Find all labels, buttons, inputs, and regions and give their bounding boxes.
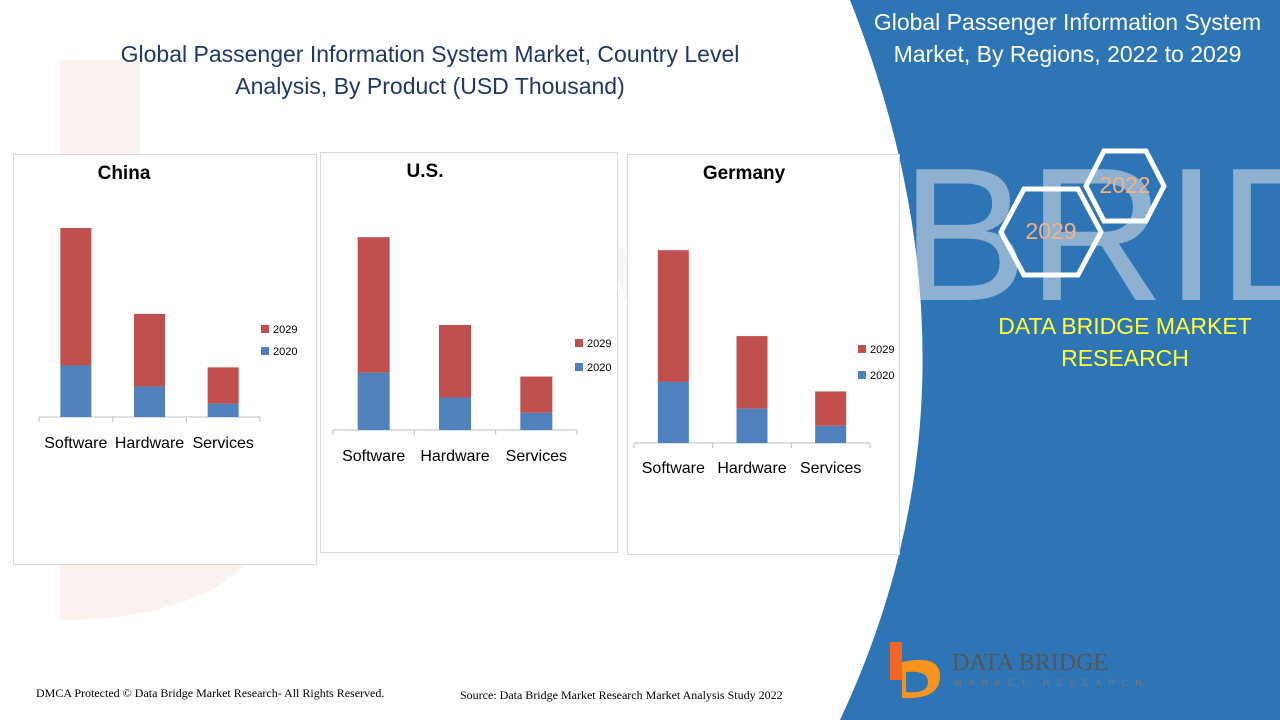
chart-us: U.S. Software Hardware Services 2029 2020 — [332, 161, 611, 465]
category-label: Services — [506, 448, 567, 465]
bar-2029-hardware — [439, 325, 471, 398]
brand-line-1: DATA BRIDGE MARKET — [998, 313, 1252, 339]
bar-2029-hardware — [134, 313, 165, 387]
legend-swatch-2029 — [261, 325, 269, 333]
legend-label-2029: 2029 — [587, 338, 611, 350]
brand-line-2: RESEARCH — [1061, 345, 1189, 371]
bar-2020-services — [520, 412, 553, 430]
copyright-text: DMCA Protected © Data Bridge Market Rese… — [36, 686, 385, 700]
legend-swatch-2029 — [858, 345, 866, 353]
source-text: Source: Data Bridge Market Research Mark… — [460, 688, 783, 702]
chart-panel-china: China Software Hardware Services 2029 2020 — [13, 154, 317, 565]
chart-germany: Germany Software Hardware Services 2029 2020 — [633, 163, 894, 477]
category-label: Hardware — [115, 435, 184, 452]
bar-2029-services — [815, 391, 847, 426]
logo-name: DATA BRIDGE — [952, 650, 1109, 676]
hex-label-2029: 2029 — [1025, 218, 1077, 244]
bar-2020-software — [60, 365, 92, 417]
chart-china: China Software Hardware Services 2029 2020 — [38, 163, 297, 452]
bar-2029-software — [60, 228, 92, 366]
chart-title: U.S. — [407, 161, 444, 182]
legend-label-2020: 2020 — [870, 370, 894, 382]
chart-panel-us: U.S. Software Hardware Services 2029 2020 — [320, 152, 618, 553]
legend-label-2020: 2020 — [587, 362, 611, 374]
bar-2029-hardware — [736, 336, 768, 409]
regions-title: Global Passenger Information System Mark… — [873, 9, 1262, 67]
legend-swatch-2029 — [575, 339, 583, 347]
legend-label-2029: 2029 — [273, 324, 297, 336]
hex-label-2022: 2022 — [1099, 172, 1151, 198]
legend-swatch-2020 — [858, 371, 866, 379]
legend-swatch-2020 — [261, 347, 269, 355]
legend-label-2029: 2029 — [870, 344, 894, 356]
category-label: Services — [800, 460, 861, 477]
bar-2020-services — [207, 403, 239, 417]
brand-name: DATA BRIDGE MARKET RESEARCH — [975, 310, 1275, 374]
bar-2020-software — [357, 372, 390, 430]
chart-title: Germany — [703, 163, 786, 184]
category-label: Hardware — [420, 448, 489, 465]
category-label: Software — [44, 435, 107, 452]
chart-title: China — [98, 163, 151, 184]
hexagon-icon-2029 — [998, 186, 1104, 278]
hexagon-icon-2022 — [1083, 148, 1167, 224]
bar-2029-software — [657, 250, 689, 382]
data-bridge-logo-icon — [890, 642, 940, 699]
page-title: Global Passenger Information System Mark… — [120, 41, 740, 99]
bar-2020-hardware — [736, 408, 768, 443]
legend-swatch-2020 — [575, 363, 583, 371]
category-label: Hardware — [717, 460, 786, 477]
bar-2020-services — [815, 425, 847, 443]
category-label: Services — [192, 435, 253, 452]
bar-2029-services — [207, 367, 239, 404]
bar-2029-software — [357, 237, 390, 373]
logo-tagline: MARKET RESEARCH — [954, 678, 1149, 688]
bar-2020-hardware — [439, 397, 471, 430]
bar-2020-hardware — [134, 386, 165, 417]
bar-2020-software — [657, 381, 689, 443]
chart-panel-germany: Germany Software Hardware Services 2029 2020 — [627, 154, 900, 555]
category-label: Software — [642, 460, 705, 477]
category-label: Software — [342, 448, 405, 465]
bar-2029-services — [520, 376, 553, 413]
blue-side-panel — [840, 0, 1280, 720]
legend-label-2020: 2020 — [273, 346, 297, 358]
